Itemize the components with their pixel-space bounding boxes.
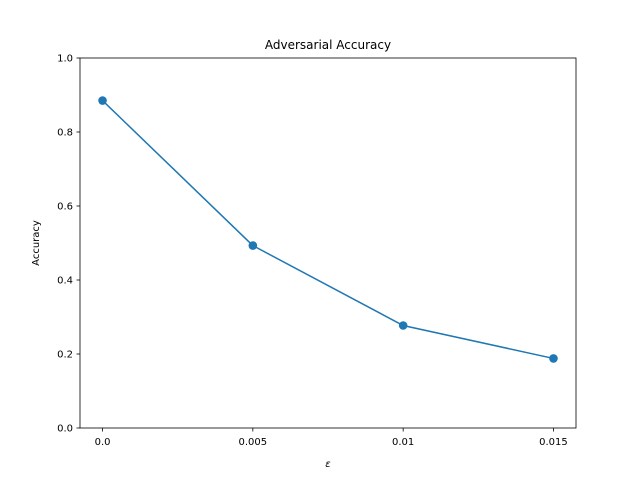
y-axis-label: Accuracy <box>31 220 42 266</box>
data-point <box>398 321 408 330</box>
x-tick-label: 0.0 <box>95 437 111 448</box>
data-point <box>549 354 558 363</box>
data-point <box>248 241 258 250</box>
y-tick-label: 0.2 <box>57 350 73 361</box>
y-tick-label: 1.0 <box>57 54 73 65</box>
x-tick-label: 0.005 <box>239 437 268 448</box>
chart-title: Adversarial Accuracy <box>265 38 391 52</box>
y-axis: 0.0 0.2 0.4 0.6 0.8 1.0 <box>57 54 80 435</box>
x-axis-label: ε <box>325 459 331 470</box>
y-tick-label: 0.4 <box>57 276 73 287</box>
x-axis: 0.0 0.005 0.01 0.015 <box>95 428 568 448</box>
plot-layer <box>98 96 558 363</box>
y-tick-label: 0.8 <box>57 128 73 139</box>
y-tick-label: 0.0 <box>57 424 73 435</box>
x-tick-label: 0.015 <box>539 437 568 448</box>
data-point <box>98 96 107 105</box>
series-line <box>102 100 554 360</box>
y-tick-label: 0.6 <box>57 202 73 213</box>
plot-frame <box>79 57 577 429</box>
x-tick-label: 0.01 <box>392 437 414 448</box>
